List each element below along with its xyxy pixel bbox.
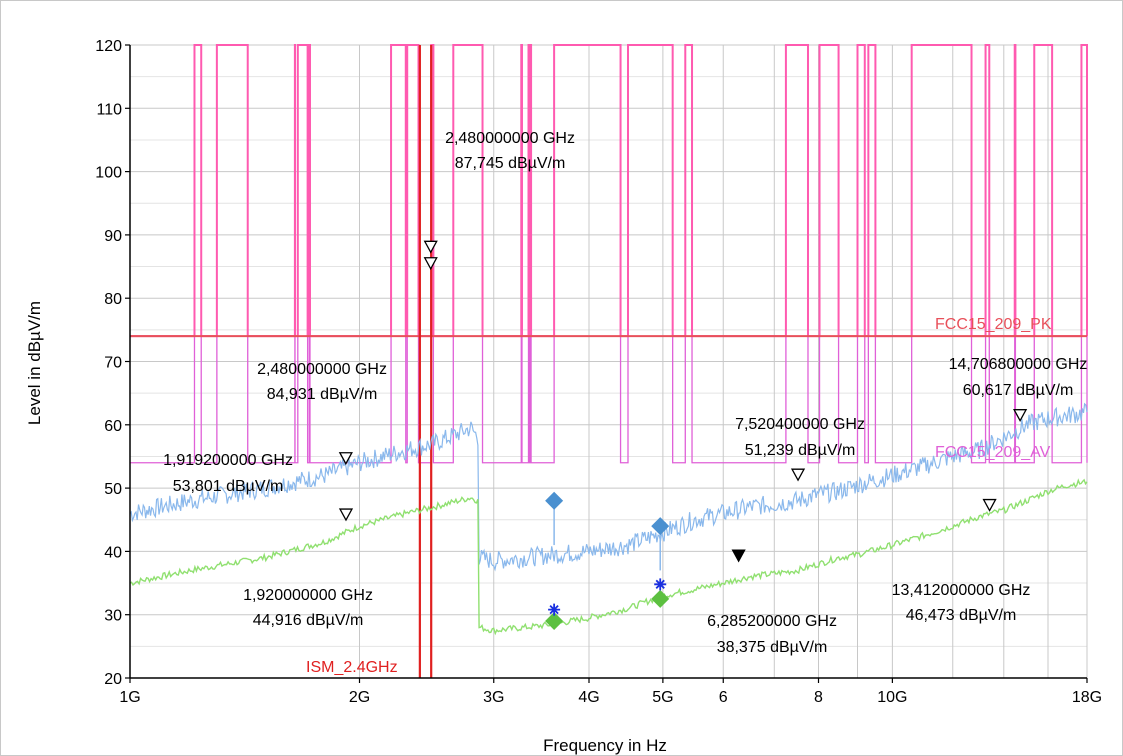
limit-label-pk: FCC15_209_PK [935, 316, 1052, 333]
average-trace [129, 478, 1088, 636]
x-tick-label: 3G [483, 689, 504, 706]
marker-triangle [731, 549, 746, 563]
marker-triangle [338, 452, 353, 466]
marker-diamond [651, 589, 670, 608]
marker-diamond [545, 491, 564, 510]
annotation-2: 2,480000000 GHz 84,931 dBµV/m [257, 361, 387, 403]
traces [129, 402, 1088, 636]
annotation-level: 38,375 dBµV/m [717, 639, 828, 656]
x-tick-label: 2G [349, 689, 370, 706]
y-tick-label: 40 [104, 544, 122, 561]
annotation-level: 84,931 dBµV/m [267, 386, 378, 403]
annotation-freq: 2,480000000 GHz [445, 130, 575, 147]
y-axis-title: Level in dBµV/m [25, 301, 44, 425]
x-tick-label: 8 [814, 689, 823, 706]
restricted-av-band-line [130, 44, 1088, 464]
y-tick-label: 30 [104, 608, 122, 625]
annotation-6: 7,520400000 GHz 51,239 dBµV/m [735, 416, 865, 459]
x-tick-label: 4G [578, 689, 599, 706]
annotation-4: 1,920000000 GHz 44,916 dBµV/m [243, 587, 373, 629]
x-axis-title: Frequency in Hz [543, 736, 667, 755]
annotation-3: 1,919200000 GHz 53,801 dBµV/m [163, 452, 293, 495]
x-tick-label: 6 [719, 689, 728, 706]
peak-trace [129, 402, 1088, 572]
marker-star [548, 603, 561, 616]
y-tick-label: 60 [104, 418, 122, 435]
annotation-freq: 1,920000000 GHz [243, 587, 373, 604]
marker-triangle [790, 468, 806, 482]
y-tick-label: 20 [104, 671, 122, 688]
x-tick-label: 5G [652, 689, 673, 706]
annotation-freq: 7,520400000 GHz [735, 416, 865, 433]
marker-triangle [982, 498, 997, 512]
annotation-level: 87,745 dBµV/m [455, 155, 566, 172]
restricted-pk-band-line [130, 44, 1088, 338]
annotation-level: 44,916 dBµV/m [253, 612, 364, 629]
annotation-8: 6,285200000 GHz 38,375 dBµV/m [707, 613, 837, 656]
ism-band [418, 45, 433, 678]
x-tick-label: 1G [119, 689, 140, 706]
annotation-5: 14,706800000 GHz 60,617 dBµV/m [949, 356, 1088, 399]
marker-triangle [1013, 409, 1028, 423]
markers [338, 240, 1028, 631]
x-tick-label: 18G [1072, 689, 1102, 706]
ism-label: ISM_2.4GHz [306, 659, 398, 676]
annotation-level: 51,239 dBµV/m [745, 442, 856, 459]
annotation-freq: 13,412000000 GHz [892, 582, 1031, 599]
annotation-level: 46,473 dBµV/m [906, 607, 1017, 624]
y-tick-label: 100 [95, 165, 122, 182]
annotation-7: 13,412000000 GHz 46,473 dBµV/m [892, 582, 1031, 624]
marker-triangle [338, 508, 354, 522]
marker-star [654, 578, 667, 591]
marker-triangle [423, 257, 438, 271]
annotation-freq: 1,919200000 GHz [163, 452, 293, 469]
y-tick-label: 80 [104, 291, 122, 308]
y-tick-label: 50 [104, 481, 122, 498]
y-tick-label: 110 [96, 101, 122, 118]
limit-label-av: FCC15_209_AV [935, 444, 1051, 461]
marker-diamond [545, 612, 564, 631]
axes: 20 30 40 50 60 70 80 90 100 110 120 1G 2G 3G 4G 5G 6 8 10G… [95, 38, 1102, 706]
annotation-level: 60,617 dBµV/m [963, 382, 1074, 399]
x-tick-label: 10G [877, 689, 907, 706]
y-tick-label: 90 [104, 228, 122, 245]
annotation-freq: 6,285200000 GHz [707, 613, 837, 630]
annotation-freq: 14,706800000 GHz [949, 356, 1088, 373]
annotation-1: 2,480000000 GHz 87,745 dBµV/m [445, 130, 575, 172]
marker-triangle [423, 240, 438, 254]
y-tick-label: 70 [104, 355, 122, 372]
annotation-freq: 2,480000000 GHz [257, 361, 387, 378]
annotation-level: 53,801 dBµV/m [173, 478, 284, 495]
marker-diamond [651, 517, 670, 536]
y-tick-label: 120 [95, 38, 122, 55]
